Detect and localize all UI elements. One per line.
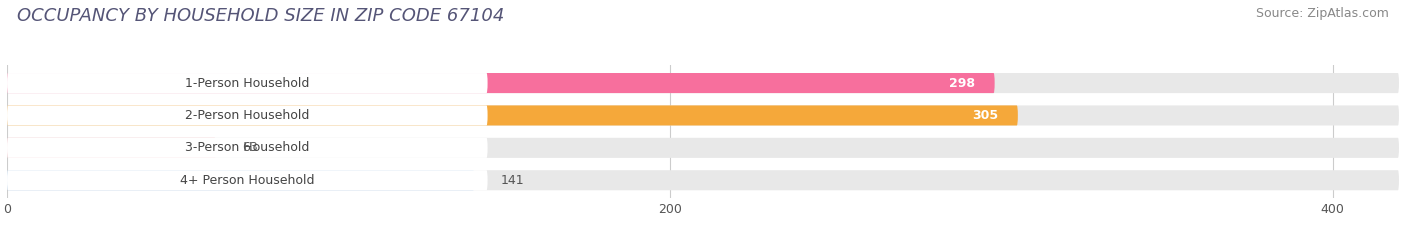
FancyBboxPatch shape: [7, 105, 1399, 126]
Text: 3-Person Household: 3-Person Household: [186, 141, 309, 154]
Text: 141: 141: [501, 174, 524, 187]
FancyBboxPatch shape: [7, 73, 994, 93]
FancyBboxPatch shape: [7, 170, 474, 190]
Text: 4+ Person Household: 4+ Person Household: [180, 174, 315, 187]
Text: 298: 298: [949, 77, 974, 89]
FancyBboxPatch shape: [7, 73, 488, 93]
Text: 305: 305: [972, 109, 998, 122]
Text: Source: ZipAtlas.com: Source: ZipAtlas.com: [1256, 7, 1389, 20]
Text: 2-Person Household: 2-Person Household: [186, 109, 309, 122]
FancyBboxPatch shape: [7, 138, 488, 158]
Text: OCCUPANCY BY HOUSEHOLD SIZE IN ZIP CODE 67104: OCCUPANCY BY HOUSEHOLD SIZE IN ZIP CODE …: [17, 7, 505, 25]
Text: 63: 63: [242, 141, 259, 154]
FancyBboxPatch shape: [7, 170, 1399, 190]
FancyBboxPatch shape: [7, 105, 1018, 126]
FancyBboxPatch shape: [7, 138, 1399, 158]
FancyBboxPatch shape: [7, 105, 488, 126]
FancyBboxPatch shape: [7, 73, 1399, 93]
FancyBboxPatch shape: [7, 138, 217, 158]
FancyBboxPatch shape: [7, 170, 488, 190]
Text: 1-Person Household: 1-Person Household: [186, 77, 309, 89]
